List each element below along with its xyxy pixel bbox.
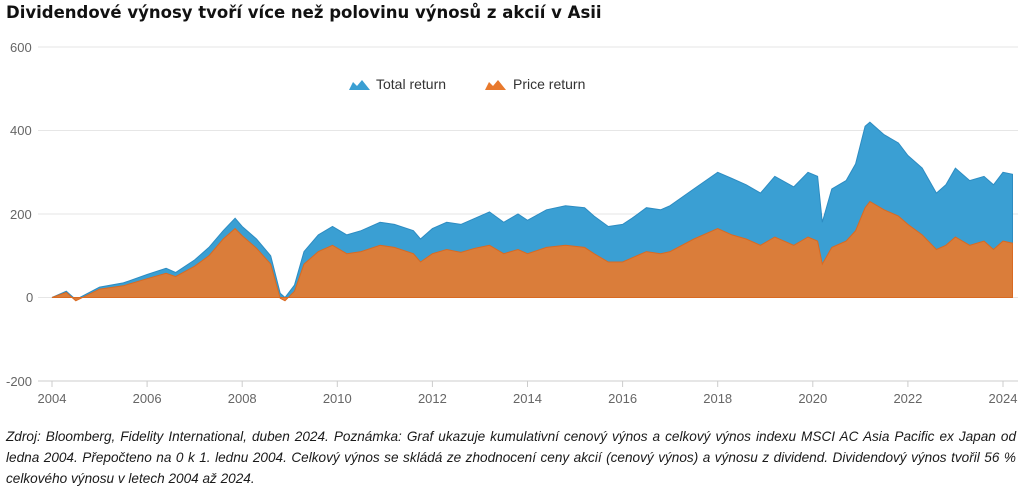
y-tick-label: -200 xyxy=(6,374,32,389)
legend-swatch-total xyxy=(349,80,370,90)
y-tick-label: 0 xyxy=(26,290,33,305)
chart-title: Dividendové výnosy tvoří více než polovi… xyxy=(6,3,602,22)
y-tick-label: 200 xyxy=(10,207,32,222)
y-tick-label: 400 xyxy=(10,123,32,138)
x-tick-label: 2004 xyxy=(38,391,67,406)
x-tick-label: 2022 xyxy=(893,391,922,406)
y-axis: 600 400 200 0 -200 xyxy=(6,40,33,389)
legend[interactable]: Total return Price return xyxy=(349,76,585,92)
x-tick-label: 2012 xyxy=(418,391,447,406)
y-tick-label: 600 xyxy=(10,40,32,55)
chart-area: 600 400 200 0 -200 2004 2006 2008 2010 2012 2… xyxy=(6,40,1018,406)
x-tick-label: 2014 xyxy=(513,391,542,406)
legend-label-total: Total return xyxy=(376,76,446,92)
legend-item-total[interactable]: Total return xyxy=(349,76,446,92)
x-tick-label: 2024 xyxy=(989,391,1018,406)
x-axis: 2004 2006 2008 2010 2012 2014 2016 2018 2020 2022… xyxy=(38,381,1018,406)
legend-label-price: Price return xyxy=(513,76,585,92)
series-areas xyxy=(51,121,1013,302)
source-note: Zdroj: Bloomberg, Fidelity International… xyxy=(6,429,1016,486)
legend-swatch-price xyxy=(485,80,506,90)
price-return-area xyxy=(51,200,1013,302)
legend-item-price[interactable]: Price return xyxy=(485,76,585,92)
x-tick-label: 2008 xyxy=(228,391,257,406)
x-tick-label: 2018 xyxy=(703,391,732,406)
x-tick-label: 2016 xyxy=(608,391,637,406)
x-tick-label: 2010 xyxy=(323,391,352,406)
x-tick-label: 2020 xyxy=(798,391,827,406)
x-tick-label: 2006 xyxy=(133,391,162,406)
